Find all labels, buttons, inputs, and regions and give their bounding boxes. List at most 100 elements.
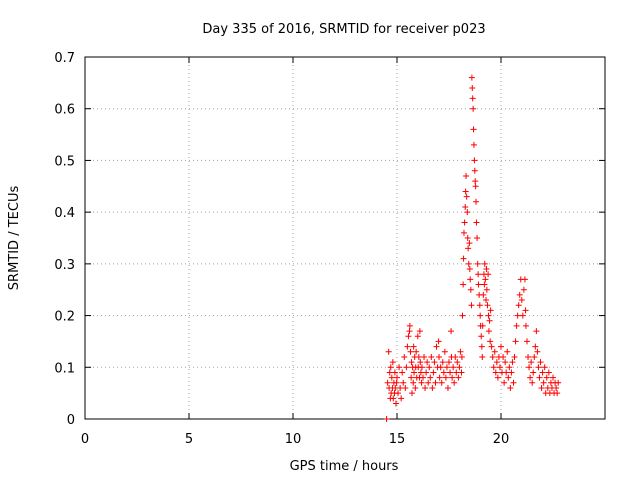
data-point bbox=[493, 359, 500, 366]
data-point bbox=[438, 379, 445, 386]
data-point bbox=[540, 379, 547, 386]
data-point bbox=[531, 353, 538, 360]
data-point bbox=[489, 353, 496, 360]
data-point bbox=[461, 219, 468, 226]
data-point bbox=[476, 302, 483, 309]
data-point bbox=[418, 364, 425, 371]
data-point bbox=[465, 245, 472, 252]
data-point bbox=[483, 286, 490, 293]
data-point bbox=[449, 374, 456, 381]
data-point bbox=[519, 312, 526, 319]
data-point bbox=[494, 374, 501, 381]
data-point bbox=[468, 302, 475, 309]
x-tick-label: 15 bbox=[389, 432, 406, 447]
data-point bbox=[485, 328, 492, 335]
data-point bbox=[423, 369, 430, 376]
data-point bbox=[403, 364, 410, 371]
data-point bbox=[538, 384, 545, 391]
data-point bbox=[532, 343, 539, 350]
data-point bbox=[439, 359, 446, 366]
grid-lines bbox=[84, 56, 605, 420]
data-point bbox=[471, 157, 478, 164]
data-point bbox=[463, 172, 470, 179]
data-point bbox=[521, 276, 528, 283]
data-point bbox=[465, 260, 472, 267]
y-tick-label: 0.5 bbox=[54, 154, 75, 169]
data-point bbox=[500, 353, 507, 360]
data-point bbox=[406, 322, 413, 329]
data-point bbox=[470, 126, 477, 133]
data-point bbox=[428, 353, 435, 360]
data-point bbox=[462, 203, 469, 210]
data-point bbox=[524, 338, 530, 345]
data-point bbox=[502, 359, 509, 366]
data-point bbox=[543, 374, 550, 381]
data-point bbox=[411, 369, 418, 376]
data-point bbox=[408, 359, 415, 366]
data-point bbox=[475, 281, 482, 288]
data-point bbox=[447, 369, 454, 376]
data-point bbox=[427, 374, 434, 381]
data-point bbox=[491, 348, 498, 355]
data-point bbox=[487, 307, 494, 314]
data-point bbox=[504, 348, 511, 355]
data-point bbox=[503, 369, 510, 376]
data-point bbox=[553, 384, 560, 391]
data-point bbox=[456, 364, 463, 371]
data-point bbox=[414, 333, 421, 340]
data-point bbox=[440, 369, 447, 376]
data-point bbox=[506, 364, 513, 371]
data-point bbox=[412, 384, 419, 391]
data-point bbox=[492, 369, 499, 376]
data-point bbox=[554, 390, 561, 397]
data-point bbox=[384, 379, 391, 386]
data-point bbox=[383, 416, 390, 422]
data-point bbox=[477, 312, 484, 319]
y-axis-label: SRMTID / TECUs bbox=[7, 186, 22, 291]
x-tick-label: 10 bbox=[285, 432, 302, 447]
data-point bbox=[478, 333, 485, 340]
data-point bbox=[415, 353, 422, 360]
data-point bbox=[442, 374, 449, 381]
data-point bbox=[453, 369, 460, 376]
data-point bbox=[460, 229, 467, 236]
data-point bbox=[435, 338, 442, 345]
x-tick-label: 5 bbox=[185, 432, 193, 447]
data-point bbox=[394, 374, 400, 381]
data-point bbox=[463, 193, 470, 200]
data-point bbox=[432, 379, 439, 386]
data-point bbox=[407, 348, 414, 355]
data-point bbox=[460, 255, 467, 262]
data-point bbox=[436, 374, 443, 381]
y-tick-label: 0.3 bbox=[54, 258, 75, 273]
data-point bbox=[473, 219, 480, 226]
data-point bbox=[467, 286, 474, 293]
data-point bbox=[389, 359, 396, 366]
data-point bbox=[410, 343, 417, 350]
data-point bbox=[479, 353, 486, 360]
data-point bbox=[457, 348, 464, 355]
data-point bbox=[555, 379, 562, 386]
data-point bbox=[396, 364, 403, 371]
data-point bbox=[526, 364, 533, 371]
data-point bbox=[483, 297, 490, 304]
data-point bbox=[529, 379, 536, 386]
data-point bbox=[466, 266, 473, 273]
data-point bbox=[471, 167, 478, 174]
data-point bbox=[485, 312, 492, 319]
data-point bbox=[501, 379, 508, 386]
data-point bbox=[437, 364, 444, 371]
y-tick-label: 0.2 bbox=[54, 310, 75, 325]
data-point bbox=[490, 364, 497, 371]
data-point bbox=[516, 291, 523, 298]
data-point bbox=[466, 240, 473, 247]
data-point bbox=[488, 343, 495, 350]
data-point bbox=[417, 369, 424, 376]
data-point bbox=[446, 359, 452, 366]
data-point bbox=[421, 353, 428, 360]
data-point bbox=[530, 369, 537, 376]
data-point bbox=[522, 322, 529, 329]
data-point bbox=[464, 209, 471, 216]
data-point bbox=[478, 343, 485, 350]
